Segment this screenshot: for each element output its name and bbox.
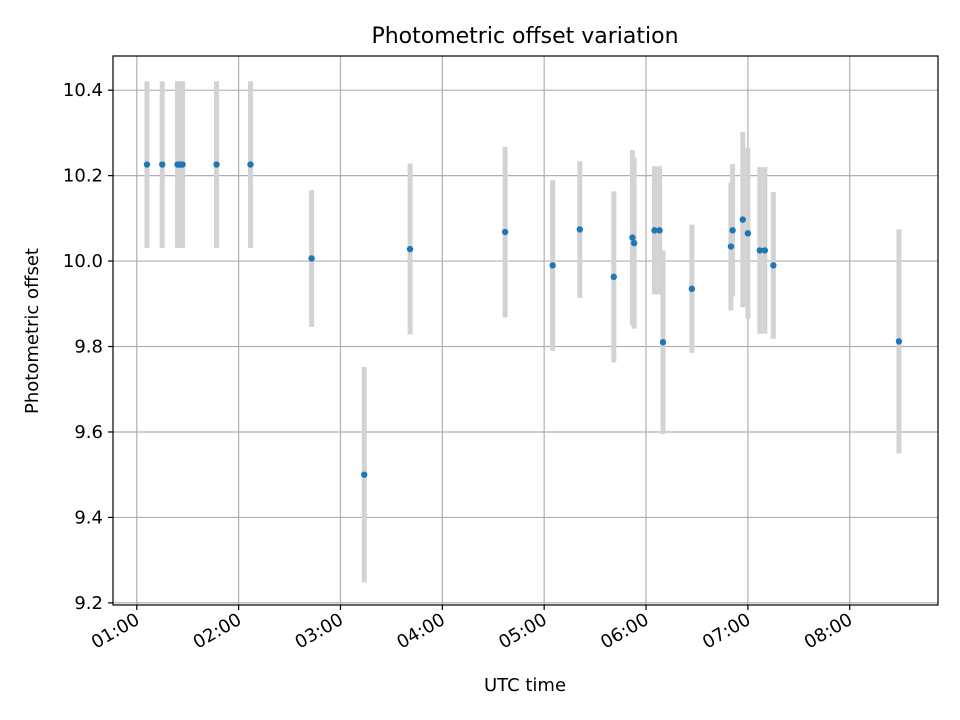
y-tick-label: 10.2 xyxy=(63,166,103,187)
grid xyxy=(113,56,938,605)
data-point xyxy=(610,273,617,281)
y-axis-ticks: 9.2 9.4 9.6 9.8 10.0 10.2 10.4 xyxy=(63,80,113,614)
data-point xyxy=(179,161,186,168)
data-point xyxy=(688,285,696,293)
data-point xyxy=(159,161,166,168)
y-tick-label: 9.6 xyxy=(74,422,103,443)
data-point xyxy=(630,239,638,247)
data-point xyxy=(659,339,667,346)
plot-frame xyxy=(112,55,939,606)
data-point xyxy=(576,226,584,233)
y-tick-label: 9.8 xyxy=(74,337,103,358)
data-point xyxy=(549,262,556,269)
data-point xyxy=(770,262,777,269)
y-tick-label: 10.0 xyxy=(63,251,103,272)
y-axis-title: Photometric offset xyxy=(22,248,43,414)
data-point xyxy=(406,245,414,253)
y-tick-label: 9.2 xyxy=(74,593,103,614)
data-point xyxy=(727,243,735,250)
data-point xyxy=(213,161,220,168)
chart-title: Photometric offset variation xyxy=(371,24,678,49)
data-point xyxy=(501,228,509,236)
data-point xyxy=(739,216,746,223)
data-point xyxy=(143,161,151,168)
x-axis-title: UTC time xyxy=(484,675,566,696)
data-point xyxy=(729,227,736,234)
data-point xyxy=(756,247,763,254)
data-point xyxy=(656,227,663,234)
y-tick-label: 10.4 xyxy=(63,80,103,101)
data-point xyxy=(629,234,636,241)
data-point xyxy=(761,247,769,254)
data-point xyxy=(308,255,315,262)
data-point xyxy=(895,338,903,345)
data-points xyxy=(143,161,903,478)
data-point xyxy=(247,161,254,168)
data-point xyxy=(651,227,658,234)
y-tick-label: 9.4 xyxy=(74,507,103,528)
data-point xyxy=(361,471,368,478)
data-point xyxy=(744,230,752,237)
